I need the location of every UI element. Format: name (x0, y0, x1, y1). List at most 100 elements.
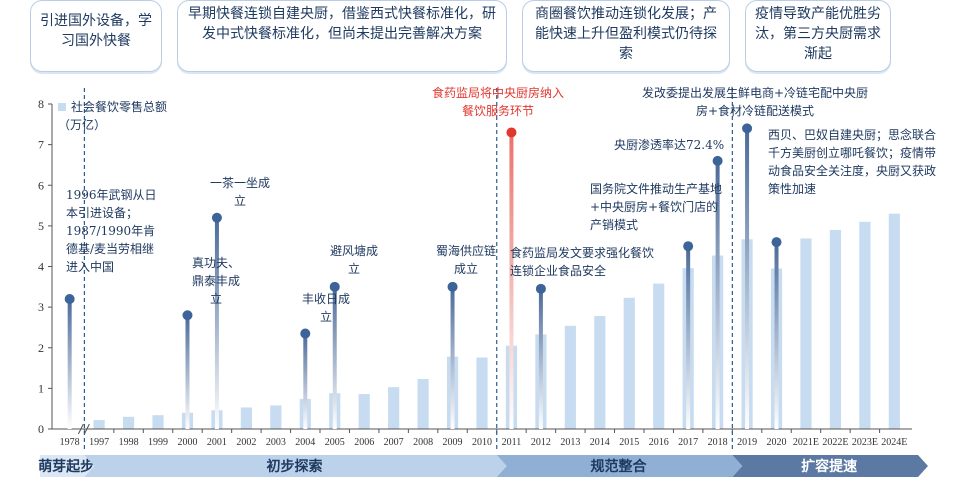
x-tick-label-2019: 2019 (737, 437, 757, 448)
era-box-3: 商圈餐饮推动连锁化发展；产能快速上升但盈利模式仍待探索 (522, 0, 730, 72)
stage-chevron-3 (496, 455, 743, 477)
y-tick-label: 5 (38, 219, 44, 233)
marker-stick-2012 (538, 288, 543, 429)
y-tick-label: 3 (38, 300, 44, 314)
x-tick-label-2001: 2001 (207, 437, 227, 448)
marker-dot-2020 (771, 237, 782, 248)
marker-stick-2020 (774, 242, 779, 429)
x-tick-label-2002: 2002 (236, 437, 256, 448)
marker-stick-2017 (686, 246, 691, 429)
marker-stick-2019 (745, 128, 750, 429)
x-tick-label-2006: 2006 (354, 437, 374, 448)
x-tick-label-2000: 2000 (177, 437, 197, 448)
x-tick-label-2003: 2003 (266, 437, 286, 448)
marker-dot-2009 (447, 281, 458, 292)
x-tick-label-2022E: 2022E (822, 437, 848, 448)
bar-2007 (388, 387, 400, 429)
marker-stick-2009 (450, 286, 455, 429)
x-tick-label-2011: 2011 (502, 437, 522, 448)
y-tick-label: 1 (38, 381, 44, 395)
marker-stick-2004 (303, 333, 308, 429)
stage-label-1: 萌芽起步 (38, 458, 94, 475)
x-tick-label-2014: 2014 (590, 437, 610, 448)
era-box-2: 早期快餐连锁自建央厨，借鉴西式快餐标准化，研发中式快餐标准化，但尚未提出完善解决… (177, 0, 507, 72)
bar-1997 (93, 420, 105, 429)
bar-2013 (564, 325, 576, 429)
bar-2024E (888, 213, 900, 429)
marker-dot-2005 (329, 281, 340, 292)
annotation-2011: 食药监局将中央厨房纳入餐饮服务环节 (431, 86, 564, 118)
x-tick-label-2023E: 2023E (852, 437, 878, 448)
annotation-2018: 央厨渗透率达72.4% (614, 138, 725, 152)
x-tick-label-2005: 2005 (325, 437, 345, 448)
bar-2021E (800, 238, 812, 429)
marker-dot-2018 (712, 155, 723, 166)
marker-dot-2017 (683, 241, 694, 252)
x-tick-label-1978: 1978 (60, 437, 80, 448)
bar-2002 (240, 407, 252, 429)
x-tick-label-2008: 2008 (413, 437, 433, 448)
marker-stick-1978 (67, 299, 72, 429)
x-tick-label-2015: 2015 (619, 437, 639, 448)
bar-2006 (358, 394, 370, 429)
bar-1999 (152, 415, 164, 429)
marker-dot-2004 (300, 328, 311, 339)
bar-2014 (594, 316, 606, 429)
marker-stick-2001 (214, 217, 219, 429)
bar-2023E (859, 221, 871, 429)
marker-stick-2000 (185, 315, 190, 429)
stage-chevron-1 (40, 455, 95, 477)
x-tick-label-2020: 2020 (767, 437, 787, 448)
annotation-2019: 发改委提出发展生鲜电商+冷链宅配中央厨房+食材冷链配送模式 (641, 86, 869, 118)
marker-dot-2012 (535, 283, 546, 294)
y-tick-label: 4 (38, 260, 44, 274)
annotation-2000: 真功夫、鼎泰丰成立 (191, 256, 240, 306)
marker-dot-1978 (64, 294, 75, 304)
annotation-2012: 食药监局发文要求强化餐饮连锁企业食品安全 (510, 246, 655, 278)
x-tick-label-2012: 2012 (531, 437, 551, 448)
x-tick-label-2007: 2007 (384, 437, 404, 448)
x-tick-label-2016: 2016 (649, 437, 669, 448)
marker-dot-2001 (211, 212, 222, 223)
marker-stick-2011 (509, 132, 514, 429)
marker-stick-2005 (332, 286, 337, 429)
era-box-4: 疫情导致产能优胜劣汰，第三方央厨需求渐起 (745, 0, 891, 72)
bar-2015 (623, 297, 635, 429)
annotation-2004: 丰收日成立 (302, 292, 351, 324)
y-tick-label: 6 (38, 178, 44, 192)
annotation-2005: 避风塘成立 (330, 244, 379, 276)
y-tick-label: 8 (38, 97, 44, 111)
stage-label-4: 扩容提速 (801, 458, 857, 475)
y-tick-label: 0 (38, 422, 44, 436)
annotation-2009: 蜀海供应链成立 (435, 244, 496, 276)
marker-dot-2000 (182, 310, 193, 321)
x-tick-label-1999: 1999 (148, 437, 168, 448)
stage-label-2: 初步探索 (267, 458, 323, 475)
x-tick-label-1998: 1998 (119, 437, 139, 448)
x-tick-label-1997: 1997 (89, 437, 109, 448)
marker-stick-2018 (715, 160, 720, 429)
era-box-1: 引进国外设备，学习国外快餐 (30, 0, 162, 72)
axis-break-mark (77, 423, 84, 435)
marker-dot-2019 (742, 123, 753, 134)
legend-label: 社会餐饮零售总额（万亿） (58, 100, 168, 132)
x-tick-label-2024E: 2024E (881, 437, 907, 448)
y-tick-label: 2 (38, 341, 44, 355)
x-tick-label-2010: 2010 (472, 437, 492, 448)
bar-2022E (829, 229, 842, 429)
bar-2008 (417, 379, 429, 429)
annotation-1978: 1996年武钢从日本引进设备；1987/1990年肯德基/麦当劳相继进入中国 (66, 188, 157, 274)
bar-1998 (122, 416, 135, 429)
x-tick-label-2018: 2018 (708, 437, 728, 448)
x-tick-label-2017: 2017 (678, 437, 698, 448)
stage-chevron-2 (84, 455, 507, 477)
stage-chevron-4 (732, 455, 928, 477)
x-tick-label-2013: 2013 (560, 437, 580, 448)
legend-swatch (58, 103, 66, 111)
legend: 社会餐饮零售总额（万亿） (58, 98, 176, 134)
annotation-2020: 西贝、巴奴自建央厨；思念联合千方美厨创立哪吒餐饮；疫情带动食品安全关注度，央厨又… (768, 128, 937, 196)
x-tick-label-2004: 2004 (295, 437, 315, 448)
x-tick-label-2021E: 2021E (793, 437, 819, 448)
annotation-2001: 一茶一坐成立 (209, 176, 270, 208)
